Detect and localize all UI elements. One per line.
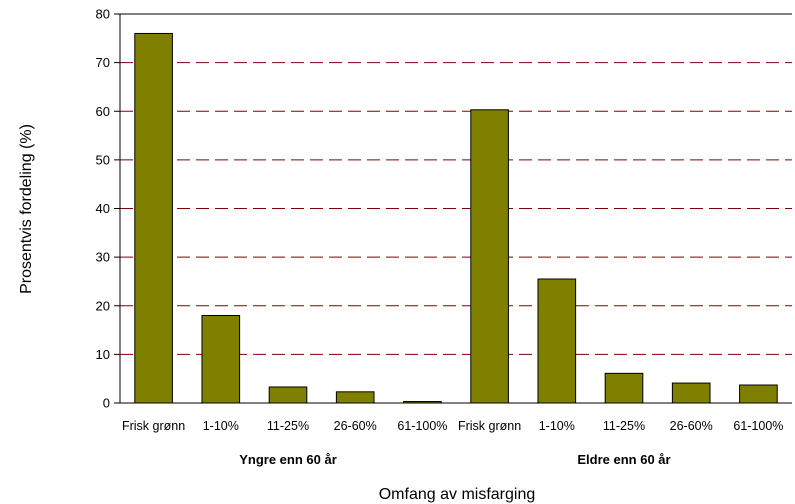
- x-category-label: 61-100%: [397, 419, 447, 433]
- x-category-label: 1-10%: [539, 419, 575, 433]
- y-axis-title: Prosentvis fordeling (%): [18, 124, 35, 294]
- bar: [739, 384, 778, 404]
- x-category-label: Frisk grønn: [122, 419, 185, 433]
- x-category-label: 11-25%: [267, 419, 309, 433]
- y-tick-label: 0: [103, 396, 110, 411]
- y-tick-label: 70: [96, 55, 110, 70]
- bar: [268, 386, 308, 404]
- bar: [671, 382, 711, 404]
- x-category-label: 1-10%: [203, 419, 239, 433]
- y-tick-label: 80: [96, 7, 110, 22]
- bar: [604, 372, 644, 404]
- group-label: Yngre enn 60 år: [239, 452, 337, 467]
- group-labels: Yngre enn 60 år Eldre enn 60 år: [239, 452, 670, 467]
- x-category-label: 61-100%: [733, 419, 783, 433]
- bar: [537, 278, 577, 404]
- y-tick-label: 10: [96, 347, 110, 362]
- gridlines: [120, 62, 792, 355]
- x-category-labels: Frisk grønn 1-10% 11-25% 26-60% 61-100% Frisk…: [122, 419, 783, 433]
- y-tick-label: 60: [96, 104, 110, 119]
- y-tick-labels: 0 10 20 30 40 50 60 70 80: [96, 7, 110, 411]
- x-category-label: 26-60%: [334, 419, 377, 433]
- y-tick-label: 30: [96, 250, 110, 265]
- x-category-label: 11-25%: [603, 419, 645, 433]
- axes: [114, 13, 792, 404]
- bars: [134, 32, 778, 404]
- group-label: Eldre enn 60 år: [577, 452, 670, 467]
- bar: [201, 314, 241, 404]
- x-category-label: 26-60%: [670, 419, 713, 433]
- bar: [134, 32, 173, 404]
- x-axis-title: Omfang av misfarging: [379, 486, 536, 503]
- y-tick-label: 40: [96, 201, 110, 216]
- bar: [470, 109, 509, 404]
- y-tick-label: 20: [96, 298, 110, 313]
- bar: [335, 391, 375, 404]
- y-tick-label: 50: [96, 152, 110, 167]
- x-category-label: Frisk grønn: [458, 419, 521, 433]
